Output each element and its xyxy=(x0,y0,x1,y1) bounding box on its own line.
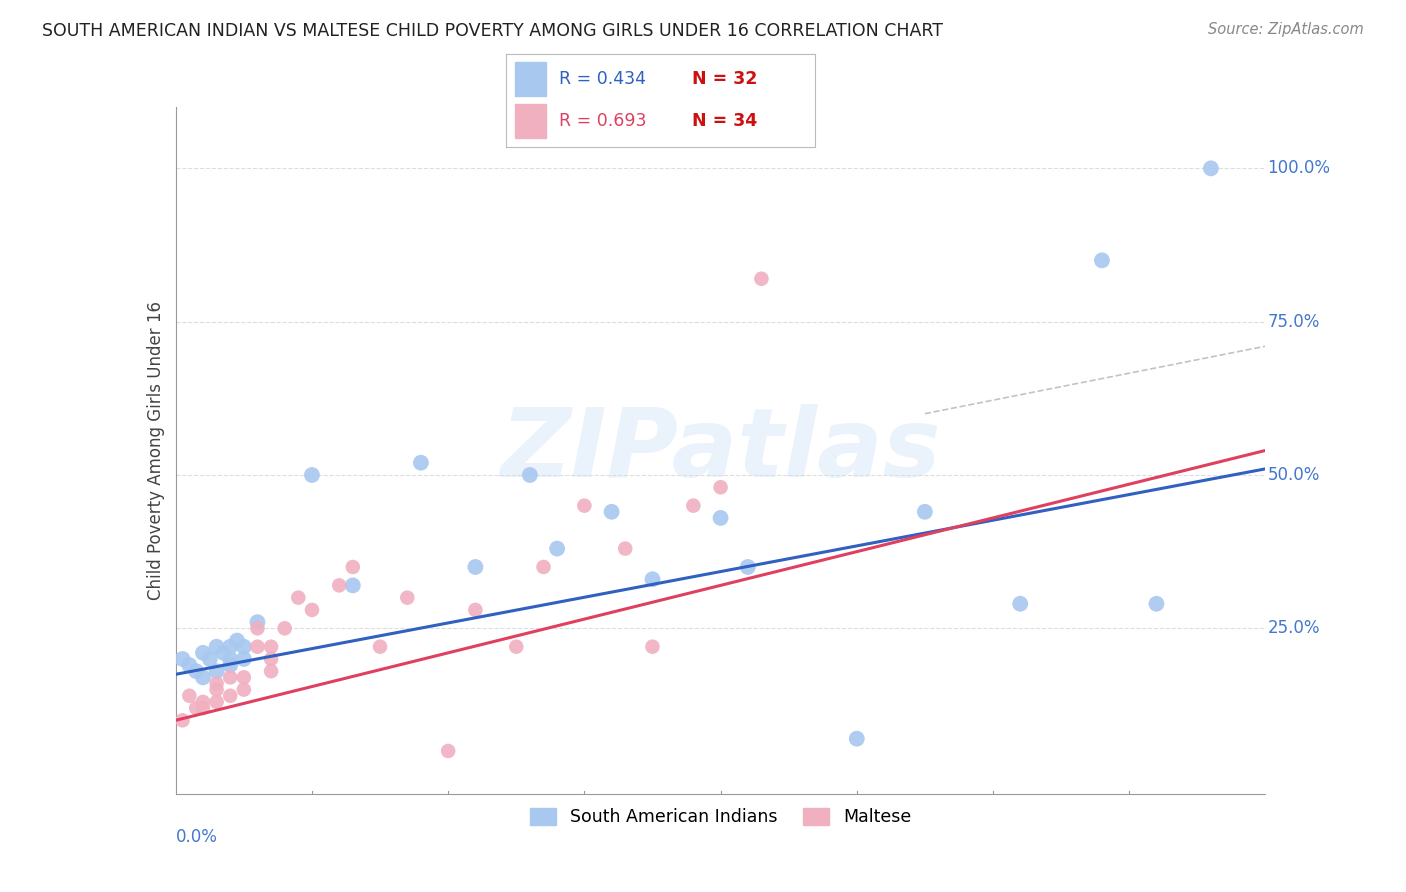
Point xyxy=(574,499,596,513)
Point xyxy=(246,621,269,635)
Point xyxy=(464,603,486,617)
Point xyxy=(219,658,242,673)
Point xyxy=(172,652,194,666)
Point xyxy=(914,505,936,519)
Point xyxy=(396,591,419,605)
Point xyxy=(186,701,208,715)
Point xyxy=(682,499,704,513)
Point xyxy=(845,731,868,746)
Text: 50.0%: 50.0% xyxy=(1268,466,1320,484)
Text: N = 34: N = 34 xyxy=(692,112,756,130)
Point xyxy=(232,640,254,654)
Bar xyxy=(516,104,547,138)
Point xyxy=(232,670,254,684)
Legend: South American Indians, Maltese: South American Indians, Maltese xyxy=(523,801,918,833)
Point xyxy=(368,640,391,654)
Bar xyxy=(516,62,547,95)
Point xyxy=(600,505,623,519)
Point xyxy=(710,480,733,494)
Point xyxy=(1199,161,1222,176)
Point xyxy=(409,456,432,470)
Point xyxy=(191,701,214,715)
Point xyxy=(191,695,214,709)
Point xyxy=(198,652,221,666)
Point xyxy=(641,572,664,586)
Point xyxy=(191,646,214,660)
Text: Source: ZipAtlas.com: Source: ZipAtlas.com xyxy=(1208,22,1364,37)
Point xyxy=(212,646,235,660)
Point xyxy=(205,682,228,697)
Point xyxy=(191,670,214,684)
Point xyxy=(614,541,637,556)
Text: SOUTH AMERICAN INDIAN VS MALTESE CHILD POVERTY AMONG GIRLS UNDER 16 CORRELATION : SOUTH AMERICAN INDIAN VS MALTESE CHILD P… xyxy=(42,22,943,40)
Point xyxy=(232,652,254,666)
Text: 25.0%: 25.0% xyxy=(1268,619,1320,637)
Text: ZIPatlas: ZIPatlas xyxy=(501,404,941,497)
Point xyxy=(179,658,201,673)
Text: 100.0%: 100.0% xyxy=(1268,160,1330,178)
Point xyxy=(546,541,568,556)
Point xyxy=(219,689,242,703)
Point xyxy=(246,615,269,630)
Point xyxy=(287,591,309,605)
Point xyxy=(1010,597,1032,611)
Point xyxy=(519,467,541,482)
Point xyxy=(260,652,283,666)
Point xyxy=(751,271,773,285)
Point xyxy=(219,670,242,684)
Point xyxy=(205,640,228,654)
Point xyxy=(464,560,486,574)
Point xyxy=(179,689,201,703)
Point xyxy=(260,664,283,679)
Y-axis label: Child Poverty Among Girls Under 16: Child Poverty Among Girls Under 16 xyxy=(146,301,165,600)
Point xyxy=(186,664,208,679)
Point xyxy=(641,640,664,654)
Point xyxy=(301,467,323,482)
Point xyxy=(437,744,460,758)
Point xyxy=(1091,253,1114,268)
Point xyxy=(205,695,228,709)
Point xyxy=(342,578,364,592)
Point xyxy=(226,633,249,648)
Point xyxy=(328,578,350,592)
Point xyxy=(1144,597,1167,611)
Point xyxy=(172,714,194,728)
Text: N = 32: N = 32 xyxy=(692,70,756,87)
Point xyxy=(232,682,254,697)
Point xyxy=(260,640,283,654)
Point xyxy=(301,603,323,617)
Point xyxy=(274,621,297,635)
Point xyxy=(205,676,228,690)
Text: R = 0.693: R = 0.693 xyxy=(558,112,647,130)
Point xyxy=(737,560,759,574)
Text: 75.0%: 75.0% xyxy=(1268,313,1320,331)
Point xyxy=(205,664,228,679)
Text: 0.0%: 0.0% xyxy=(176,828,218,847)
Point xyxy=(533,560,555,574)
Point xyxy=(246,640,269,654)
Point xyxy=(219,640,242,654)
Point xyxy=(342,560,364,574)
Point xyxy=(710,511,733,525)
Point xyxy=(505,640,527,654)
Point xyxy=(219,652,242,666)
Text: R = 0.434: R = 0.434 xyxy=(558,70,645,87)
